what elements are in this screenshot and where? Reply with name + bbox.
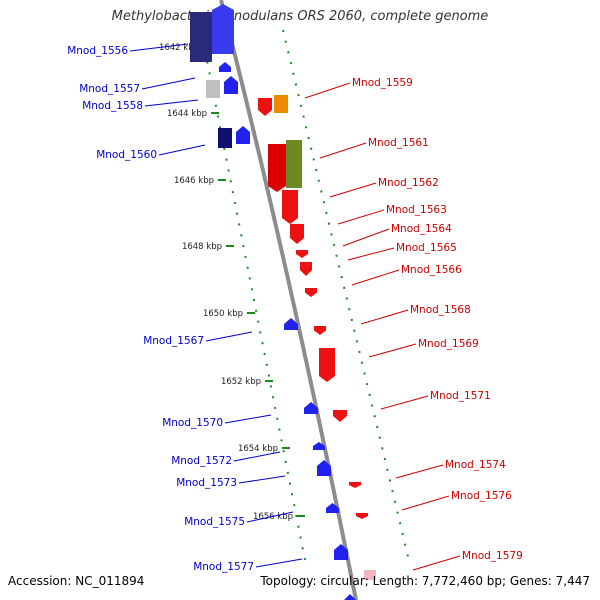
gene-label-forward[interactable]: Mnod_1577 [193, 561, 254, 573]
gene-label-reverse[interactable]: Mnod_1566 [401, 264, 462, 276]
label-leader [380, 395, 429, 410]
gene-arrow[interactable] [290, 224, 304, 244]
gene-label-reverse[interactable]: Mnod_1569 [418, 338, 479, 350]
gene-arrow[interactable] [296, 250, 308, 258]
gene-block[interactable] [218, 128, 232, 148]
gene-arrow[interactable] [258, 98, 272, 116]
label-leader [395, 464, 444, 479]
label-leader [342, 228, 390, 247]
label-leader [319, 142, 367, 159]
tick-label: 1642 kbp [159, 43, 199, 53]
gene-label-forward[interactable]: Mnod_1573 [176, 477, 237, 489]
label-leader [401, 495, 450, 511]
gene-label-forward[interactable]: Mnod_1572 [171, 455, 232, 467]
gene-label-reverse[interactable]: Mnod_1568 [410, 304, 471, 316]
gene-arrow[interactable] [334, 544, 348, 560]
gene-arrow[interactable] [284, 318, 298, 330]
tick-label: 1646 kbp [174, 176, 214, 186]
gene-label-reverse[interactable]: Mnod_1574 [445, 459, 506, 471]
gene-block[interactable] [190, 12, 212, 62]
gene-label-reverse[interactable]: Mnod_1576 [451, 490, 512, 502]
gene-arrow[interactable] [304, 402, 318, 414]
gene-arrow[interactable] [319, 348, 335, 382]
gene-block[interactable] [274, 95, 288, 113]
gene-arrow[interactable] [349, 482, 361, 488]
gene-label-reverse[interactable]: Mnod_1565 [396, 242, 457, 254]
gene-arrow[interactable] [356, 513, 368, 519]
label-leader [233, 451, 281, 462]
gene-label-reverse[interactable]: Mnod_1564 [391, 223, 452, 235]
gene-arrow[interactable] [326, 503, 339, 513]
label-leader [144, 99, 199, 107]
gene-label-reverse[interactable]: Mnod_1571 [430, 390, 491, 402]
label-leader [224, 414, 272, 424]
gene-label-forward[interactable]: Mnod_1570 [162, 417, 223, 429]
gene-arrow[interactable] [333, 410, 347, 422]
outer-dotted-ring [282, 29, 411, 566]
label-leader [158, 144, 206, 156]
gene-label-forward[interactable]: Mnod_1575 [184, 516, 245, 528]
label-leader [255, 558, 303, 568]
gene-arrow[interactable] [314, 326, 326, 335]
tick-label: 1652 kbp [221, 377, 261, 387]
gene-arrow[interactable] [317, 460, 331, 476]
gene-arrow[interactable] [344, 594, 356, 600]
label-leader [238, 475, 286, 484]
tick-label: 1654 kbp [238, 444, 278, 454]
gene-arrow[interactable] [212, 4, 234, 54]
label-leader [246, 511, 294, 523]
label-leader [368, 343, 417, 358]
inner-dotted-ring [202, 39, 306, 561]
label-leader [412, 555, 461, 571]
label-leader [351, 269, 400, 286]
gene-block[interactable] [286, 140, 302, 188]
label-leader [141, 77, 196, 90]
gene-arrow[interactable] [313, 442, 325, 450]
genome-backbone-line [219, 0, 358, 600]
gene-arrow[interactable] [305, 288, 317, 297]
tick-label: 1656 kbp [253, 512, 293, 522]
gene-label-reverse[interactable]: Mnod_1559 [352, 77, 413, 89]
topology-text: Topology: circular; Length: 7,772,460 bp… [260, 574, 590, 588]
label-leader [205, 331, 253, 342]
gene-label-forward[interactable]: Mnod_1558 [82, 100, 143, 112]
tick-label: 1650 kbp [203, 309, 243, 319]
label-leader [337, 209, 385, 225]
gene-arrow[interactable] [268, 144, 286, 192]
gene-label-reverse[interactable]: Mnod_1562 [378, 177, 439, 189]
label-leader [347, 247, 395, 261]
gene-label-forward[interactable]: Mnod_1567 [143, 335, 204, 347]
gene-arrow[interactable] [219, 62, 231, 72]
gene-arrow[interactable] [300, 262, 312, 276]
gene-label-reverse[interactable]: Mnod_1561 [368, 137, 429, 149]
gene-block[interactable] [364, 570, 376, 580]
gene-label-reverse[interactable]: Mnod_1563 [386, 204, 447, 216]
label-leader [129, 43, 189, 52]
gene-label-reverse[interactable]: Mnod_1579 [462, 550, 523, 562]
gene-label-forward[interactable]: Mnod_1556 [67, 45, 128, 57]
gene-arrow[interactable] [224, 76, 238, 94]
gene-arrow[interactable] [282, 190, 298, 224]
tick-label: 1644 kbp [167, 109, 207, 119]
gene-arrow[interactable] [236, 126, 250, 144]
tick-label: 1648 kbp [182, 242, 222, 252]
accession-text: Accession: NC_011894 [8, 574, 145, 588]
label-leader [329, 182, 377, 198]
gene-block[interactable] [206, 80, 220, 98]
label-leader [304, 82, 351, 99]
gene-label-forward[interactable]: Mnod_1560 [96, 149, 157, 161]
gene-label-forward[interactable]: Mnod_1557 [79, 83, 140, 95]
label-leader [360, 309, 409, 325]
